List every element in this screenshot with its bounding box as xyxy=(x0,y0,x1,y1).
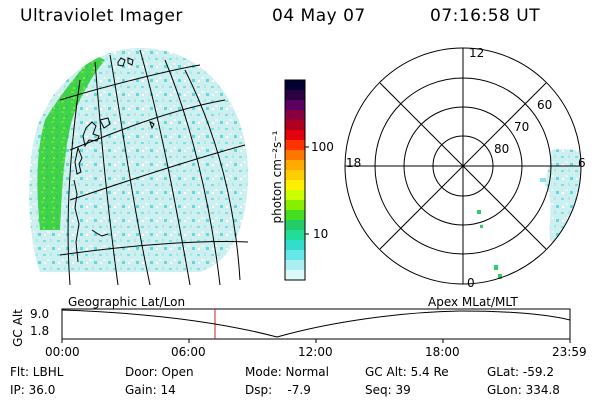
orbit-xtick-2359: 23:59 xyxy=(552,345,587,359)
orbit-xtick-0600: 06:00 xyxy=(171,345,206,359)
lat-label-70: 70 xyxy=(514,120,530,134)
orbit-left-label: Geographic Lat/Lon xyxy=(68,295,186,309)
info-seq: Seq: 39 xyxy=(365,383,411,397)
colorbar-tick-100: 100 xyxy=(311,140,334,154)
mlt-label-12: 12 xyxy=(469,46,485,60)
orbit-ytick-9: 9.0 xyxy=(30,307,50,321)
colorbar xyxy=(284,79,309,281)
instrument-title: Ultraviolet Imager xyxy=(20,6,183,26)
colorbar-band xyxy=(285,200,305,211)
lat-label-80: 80 xyxy=(494,142,510,156)
info-glat: GLat: -59.2 xyxy=(487,365,554,379)
colorbar-band xyxy=(285,150,305,161)
orbit-xtick-1200: 12:00 xyxy=(298,345,333,359)
orbit-right-label: Apex MLat/MLT xyxy=(428,295,518,309)
colorbar-band xyxy=(285,110,305,121)
mlt-label-6: 6 xyxy=(578,156,586,170)
orbit-ytick-1-8: 1.8 xyxy=(30,324,50,338)
colorbar-band xyxy=(285,260,305,271)
colorbar-tick-10: 10 xyxy=(313,227,329,241)
orbit-xtick-1800: 18:00 xyxy=(425,345,460,359)
date-label: 04 May 07 xyxy=(272,6,366,26)
colorbar-band xyxy=(285,240,305,251)
info-dsp: Dsp: -7.9 xyxy=(245,383,311,397)
info-glon: GLon: 334.8 xyxy=(487,383,560,397)
colorbar-band xyxy=(285,140,305,151)
colorbar-band xyxy=(285,120,305,131)
info-flt: Flt: LBHL xyxy=(10,365,64,379)
info-door: Door: Open xyxy=(125,365,194,379)
info-ip: IP: 36.0 xyxy=(10,383,56,397)
colorbar-band xyxy=(285,90,305,101)
colorbar-band xyxy=(285,220,305,231)
time-label: 07:16:58 UT xyxy=(430,6,541,26)
mlt-label-18: 18 xyxy=(346,156,362,170)
colorbar-band xyxy=(285,170,305,181)
info-gcalt: GC Alt: 5.4 Re xyxy=(365,365,449,379)
info-gain: Gain: 14 xyxy=(125,383,176,397)
colorbar-band xyxy=(285,190,305,201)
colorbar-band xyxy=(285,180,305,191)
colorbar-band xyxy=(285,80,305,91)
lat-label-60: 60 xyxy=(537,98,553,112)
colorbar-band xyxy=(285,210,305,221)
colorbar-band xyxy=(285,230,305,241)
colorbar-band xyxy=(285,250,305,261)
info-mode: Mode: Normal xyxy=(245,365,329,379)
colorbar-band xyxy=(285,270,305,281)
colorbar-band xyxy=(285,130,305,141)
mlt-label-0: 0 xyxy=(467,276,475,290)
orbit-xtick-0000: 00:00 xyxy=(45,345,80,359)
colorbar-band xyxy=(285,160,305,171)
colorbar-band xyxy=(285,100,305,111)
